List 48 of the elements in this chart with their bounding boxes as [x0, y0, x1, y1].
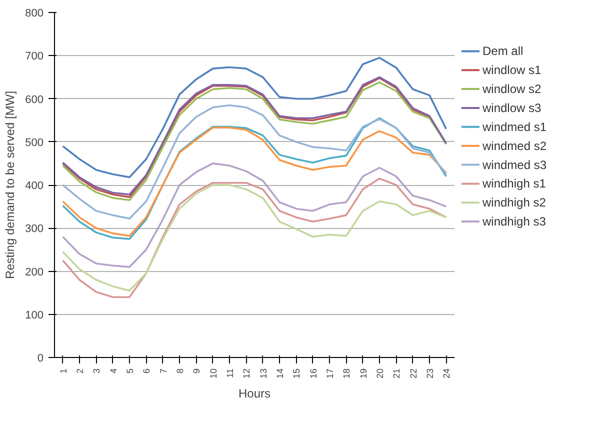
legend-label: windhigh s2: [482, 196, 546, 210]
y-tick-label: 300: [25, 223, 44, 236]
x-tick-label: 14: [275, 368, 285, 379]
line-series: [62, 104, 448, 220]
x-tick-label: 1: [58, 368, 68, 374]
x-tick-label: 7: [158, 368, 168, 374]
x-tick-label: 18: [342, 368, 352, 379]
x-tick-label: 13: [258, 368, 268, 379]
x-tick-label: 16: [308, 368, 318, 379]
x-tick-label: 5: [125, 368, 135, 374]
legend-label: windlow s1: [482, 63, 542, 78]
x-tick-label: 22: [408, 368, 418, 379]
y-tick-label: 800: [25, 8, 44, 20]
x-tick-label: 3: [92, 368, 102, 374]
y-tick-label: 700: [25, 50, 44, 63]
x-tick-label: 20: [375, 368, 385, 379]
x-tick-label: 19: [358, 368, 368, 379]
y-axis-title: Resting demand to be served [MW]: [3, 90, 18, 280]
x-tick-label: 4: [108, 368, 118, 374]
line-series: [62, 56, 448, 178]
y-tick-label: 200: [25, 266, 44, 278]
x-tick-label: 15: [292, 368, 302, 379]
x-tick-label: 8: [175, 368, 185, 374]
x-tick-label: 12: [242, 368, 252, 379]
legend-label: windmed s2: [482, 138, 547, 153]
x-tick-label: 21: [392, 368, 402, 379]
x-tick-label: 17: [325, 368, 335, 379]
x-tick-label: 10: [208, 368, 218, 379]
y-tick-label: 500: [25, 136, 44, 149]
legend-label: windhigh s3: [482, 214, 546, 229]
x-tick-label: 2: [75, 368, 85, 374]
line-series: [62, 162, 448, 268]
y-tick-label: 400: [25, 180, 44, 192]
x-tick-label: 6: [142, 368, 152, 374]
x-tick-label: 9: [192, 368, 202, 374]
x-tick-label: 23: [425, 368, 435, 379]
x-axis-title: Hours: [238, 386, 271, 401]
y-tick-label: 600: [25, 94, 44, 106]
y-tick-label: 100: [25, 309, 44, 322]
legend-label: windlow s2: [482, 82, 542, 96]
legend-label: windmed s3: [482, 158, 547, 172]
legend-label: windlow s3: [482, 100, 542, 115]
legend-label: Dem all: [482, 44, 524, 58]
x-tick-label: 24: [442, 368, 452, 379]
y-tick-label: 0: [37, 352, 44, 364]
x-tick-label: 11: [225, 368, 235, 378]
legend-label: windhigh s1: [482, 176, 546, 191]
legend-label: windmed s1: [482, 120, 547, 134]
